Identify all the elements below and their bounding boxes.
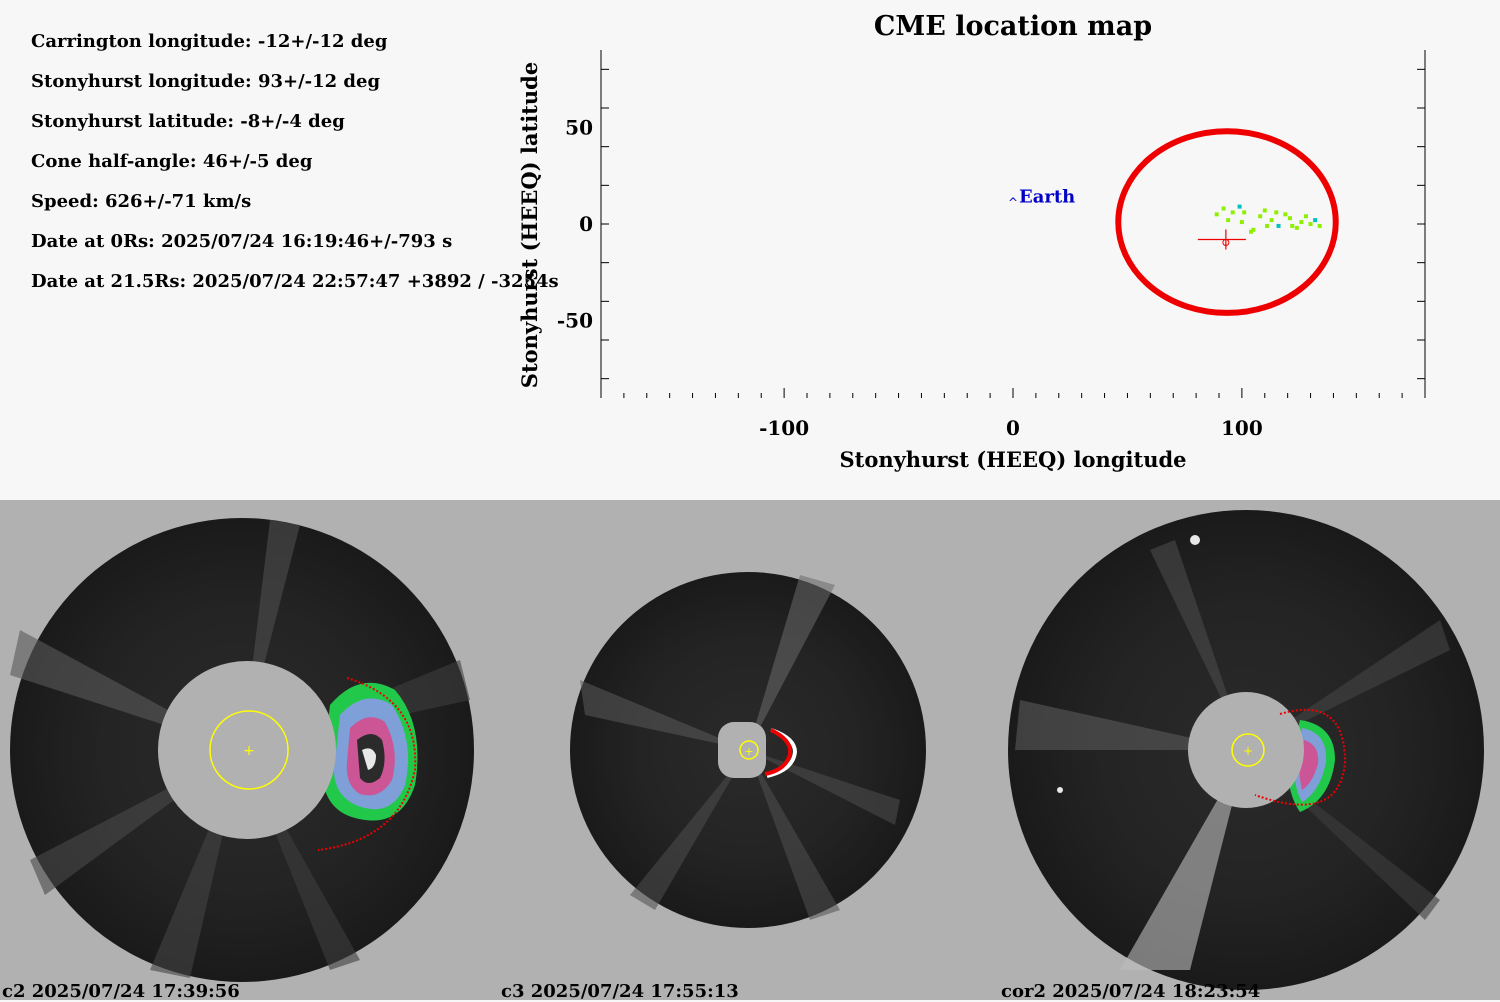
cor2-sun-circle	[1231, 733, 1265, 767]
detection-point	[1230, 210, 1235, 215]
c2-cme-fit-outline	[317, 677, 417, 851]
detection-point	[1269, 218, 1274, 223]
coronagraph-images: + +	[10, 510, 1484, 990]
detection-point	[1276, 223, 1281, 228]
c3-sun-center-marker: +	[744, 745, 753, 758]
c3-image: +	[570, 572, 926, 928]
detection-point	[1251, 227, 1256, 232]
c2-occulter	[158, 661, 336, 839]
stonyhurst-longitude: Stonyhurst longitude: 93+/-12 deg	[31, 71, 381, 92]
cor2-cme-fit-outline	[1254, 708, 1347, 806]
detection-point	[1265, 223, 1270, 228]
detection-point	[1237, 204, 1242, 209]
y-axis-title: Stonyhurst (HEEQ) latitude	[517, 62, 542, 388]
c2-sun-circle	[209, 710, 289, 790]
detection-point	[1317, 223, 1322, 228]
detection-point	[1308, 222, 1313, 226]
cor2-caption: cor2 2025/07/24 18:23:54	[1001, 981, 1261, 1002]
y-tick-label: 0	[579, 212, 593, 236]
x-tick-label: 0	[1006, 416, 1020, 440]
c3-streamers	[580, 575, 900, 920]
plot-area: ^ Earth	[1008, 128, 1339, 316]
detection-point	[1299, 220, 1304, 225]
c2-image: +	[10, 518, 474, 982]
cone-half-angle: Cone half-angle: 46+/-5 deg	[31, 151, 313, 172]
earth-marker: ^	[1008, 196, 1018, 210]
c3-sun-circle	[739, 740, 759, 760]
x-tick-label: 100	[1221, 416, 1263, 440]
detection-point	[1249, 229, 1254, 234]
c2-sun-center-marker: +	[243, 743, 255, 759]
detection-point	[1294, 225, 1299, 230]
detection-point	[1274, 210, 1279, 215]
cme-location-map: CME location map -100 0 100 50 0 -50 Stonyhur…	[517, 11, 1426, 472]
cme-center-marker	[1222, 238, 1230, 246]
date-at-0rs: Date at 0Rs: 2025/07/24 16:19:46+/-793 s	[31, 231, 453, 252]
cor2-occulter	[1188, 692, 1304, 808]
cor2-bright-star	[1190, 535, 1200, 545]
chart-title: CME location map	[874, 11, 1152, 42]
detection-point	[1283, 212, 1288, 217]
detection-point	[1290, 223, 1295, 228]
detection-point	[1221, 206, 1226, 211]
cme-cone-outline	[1115, 128, 1339, 316]
c3-occulter	[718, 722, 766, 778]
detection-point	[1239, 220, 1244, 225]
detection-point	[1303, 214, 1308, 219]
y-tick-label: -50	[557, 309, 593, 333]
c2-cme-contours	[322, 682, 418, 821]
detection-point	[1258, 214, 1263, 219]
stonyhurst-latitude: Stonyhurst latitude: -8+/-4 deg	[31, 111, 345, 132]
detection-point	[1262, 208, 1267, 213]
speed: Speed: 626+/-71 km/s	[31, 191, 252, 212]
c2-caption: c2 2025/07/24 17:39:56	[2, 981, 240, 1002]
x-axis-title: Stonyhurst (HEEQ) longitude	[839, 447, 1186, 472]
detection-point	[1226, 218, 1231, 223]
earth-label: Earth	[1019, 187, 1075, 208]
cor2-dim-star	[1057, 787, 1063, 793]
detection-point	[1214, 212, 1219, 217]
c3-caption: c3 2025/07/24 17:55:13	[501, 981, 739, 1002]
detection-point	[1242, 210, 1247, 215]
cor2-image: +	[1008, 510, 1484, 990]
cor2-sun-center-marker: +	[1243, 744, 1253, 758]
chart-axes: -100 0 100 50 0 -50	[557, 50, 1426, 440]
date-at-21-5rs: Date at 21.5Rs: 2025/07/24 22:57:47 +389…	[31, 271, 559, 292]
detection-point	[1287, 216, 1292, 221]
carrington-longitude: Carrington longitude: -12+/-12 deg	[31, 31, 388, 52]
c3-cme-fit-outline	[764, 728, 793, 776]
x-tick-label: -100	[759, 416, 809, 440]
coronagraph-panels: + +	[0, 500, 1500, 1002]
y-tick-label: 50	[565, 115, 593, 139]
detection-point	[1313, 218, 1318, 223]
